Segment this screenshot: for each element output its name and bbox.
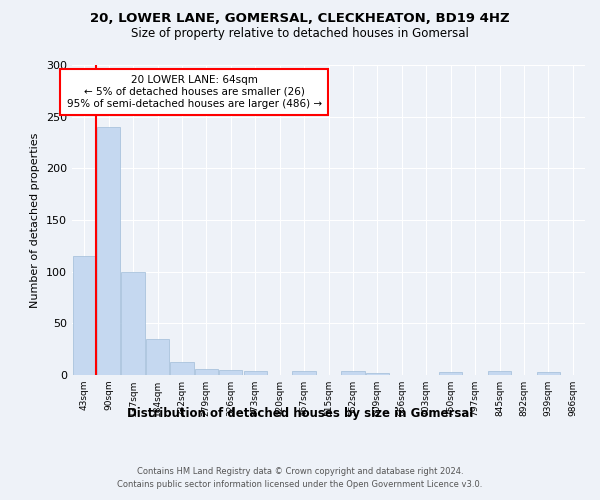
Text: Distribution of detached houses by size in Gomersal: Distribution of detached houses by size …	[127, 408, 473, 420]
Bar	[219, 370, 242, 375]
Bar	[244, 371, 267, 375]
Bar	[366, 373, 389, 375]
Bar	[121, 272, 145, 375]
Text: 20 LOWER LANE: 64sqm
← 5% of detached houses are smaller (26)
95% of semi-detach: 20 LOWER LANE: 64sqm ← 5% of detached ho…	[67, 76, 322, 108]
Text: 20, LOWER LANE, GOMERSAL, CLECKHEATON, BD19 4HZ: 20, LOWER LANE, GOMERSAL, CLECKHEATON, B…	[90, 12, 510, 26]
Bar	[146, 339, 169, 375]
Bar	[292, 371, 316, 375]
Bar	[195, 369, 218, 375]
Bar	[341, 371, 365, 375]
Bar	[73, 256, 96, 375]
Bar	[439, 372, 462, 375]
Bar	[97, 127, 120, 375]
Bar	[488, 371, 511, 375]
Bar	[170, 362, 194, 375]
Text: Size of property relative to detached houses in Gomersal: Size of property relative to detached ho…	[131, 28, 469, 40]
Y-axis label: Number of detached properties: Number of detached properties	[31, 132, 40, 308]
Text: Contains HM Land Registry data © Crown copyright and database right 2024.: Contains HM Land Registry data © Crown c…	[137, 468, 463, 476]
Bar	[537, 372, 560, 375]
Text: Contains public sector information licensed under the Open Government Licence v3: Contains public sector information licen…	[118, 480, 482, 489]
